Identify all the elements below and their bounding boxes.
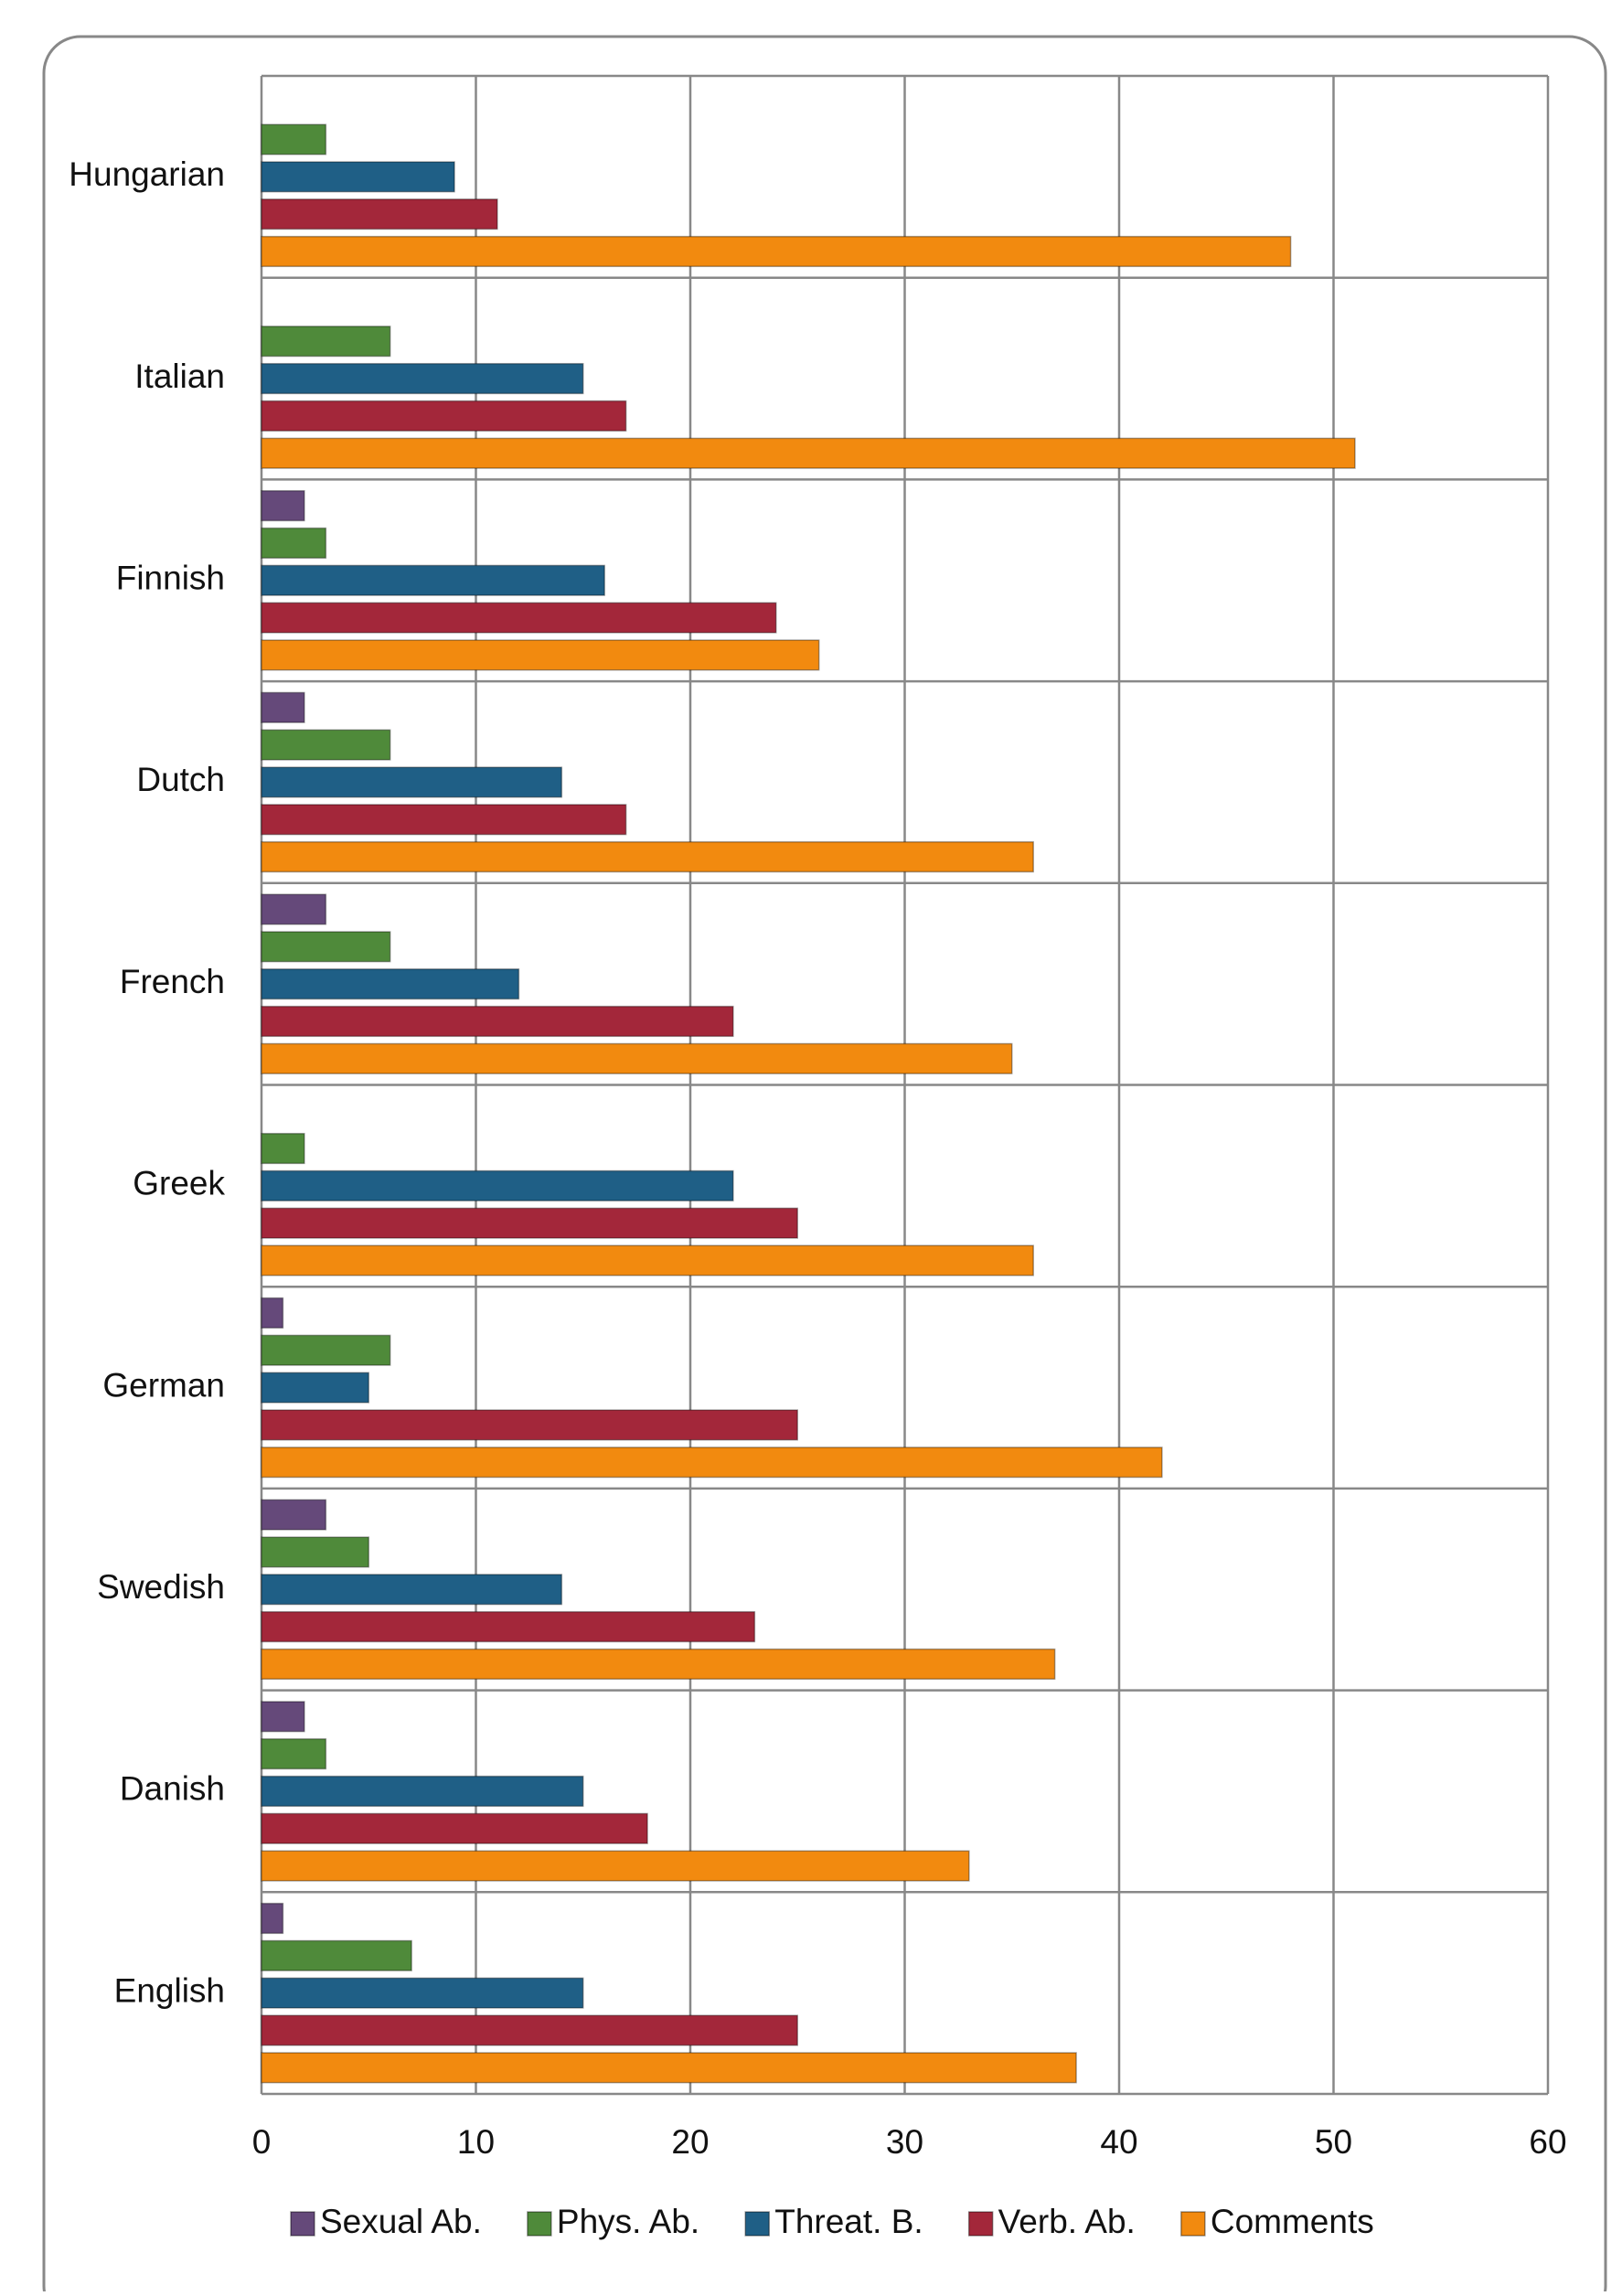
y-tick-label: Finnish: [116, 560, 225, 597]
bar: [261, 639, 820, 671]
x-tick-label: 20: [671, 2123, 709, 2161]
bar: [261, 1132, 305, 1165]
legend-swatch: [290, 2211, 315, 2237]
bar: [261, 1574, 563, 1606]
bar: [261, 841, 1034, 873]
x-tick-label: 40: [1100, 2123, 1137, 2161]
bar: [261, 362, 584, 395]
bar: [261, 1701, 305, 1733]
bar: [261, 1297, 284, 1329]
bar: [261, 490, 305, 522]
y-tick-label: English: [114, 1971, 225, 2009]
y-tick-label: Greek: [133, 1165, 225, 1202]
bar: [261, 893, 327, 925]
bar: [261, 766, 563, 798]
chart-frame: [42, 35, 1607, 2296]
legend-swatch: [967, 2211, 994, 2237]
bar: [261, 1042, 1013, 1074]
bar: [261, 602, 777, 634]
bar: [261, 1536, 369, 1568]
bar: [261, 400, 627, 432]
bar: [261, 235, 1292, 268]
bar: [261, 804, 627, 836]
bar: [261, 1939, 412, 1971]
bar: [261, 161, 455, 193]
bar: [261, 1648, 1056, 1680]
bar: [261, 564, 605, 596]
legend-label: Phys. Ab.: [557, 2203, 699, 2240]
bar: [261, 1610, 756, 1643]
bar: [261, 527, 327, 560]
bar: [261, 1372, 369, 1404]
y-tick-label: Hungarian: [69, 155, 225, 193]
y-tick-label: German: [102, 1366, 225, 1404]
bar: [261, 729, 391, 761]
x-tick-label: 10: [457, 2123, 495, 2161]
y-tick-label: Dutch: [136, 761, 225, 798]
legend-label: Sexual Ab.: [320, 2203, 482, 2240]
bar: [261, 1738, 327, 1770]
bar: [261, 1850, 970, 1882]
legend-swatch: [744, 2211, 770, 2237]
bar: [261, 931, 391, 963]
bar: [261, 1775, 584, 1808]
bar: [261, 1169, 734, 1201]
x-tick-label: 0: [252, 2123, 272, 2161]
x-tick-label: 30: [886, 2123, 923, 2161]
bar: [261, 1902, 284, 1935]
bar: [261, 1409, 798, 1441]
bar: [261, 1977, 584, 2009]
bar: [261, 1005, 734, 1038]
bar: [261, 437, 1356, 469]
bar: [261, 123, 327, 155]
y-tick-label: Swedish: [97, 1568, 225, 1606]
legend-swatch: [527, 2211, 552, 2237]
y-tick-label: French: [120, 963, 225, 1000]
legend-label: Comments: [1211, 2203, 1374, 2240]
bar: [261, 691, 305, 723]
bar: [261, 1334, 391, 1366]
legend-label: Threat. B.: [774, 2203, 923, 2240]
bar: [261, 198, 498, 230]
bar: [261, 2014, 798, 2046]
x-tick-label: 60: [1529, 2123, 1566, 2161]
legend-label: Verb. Ab.: [998, 2203, 1136, 2240]
bar: [261, 968, 520, 1000]
y-tick-label: Italian: [134, 358, 225, 395]
bar: [261, 1207, 798, 1239]
x-tick-label: 50: [1315, 2123, 1352, 2161]
bar: [261, 2052, 1077, 2084]
bar: [261, 1244, 1034, 1276]
bar: [261, 1812, 648, 1844]
legend-swatch: [1180, 2211, 1206, 2237]
bar: [261, 326, 391, 358]
y-tick-label: Danish: [120, 1770, 225, 1808]
bar: [261, 1447, 1163, 1479]
bar: [261, 1499, 327, 1531]
